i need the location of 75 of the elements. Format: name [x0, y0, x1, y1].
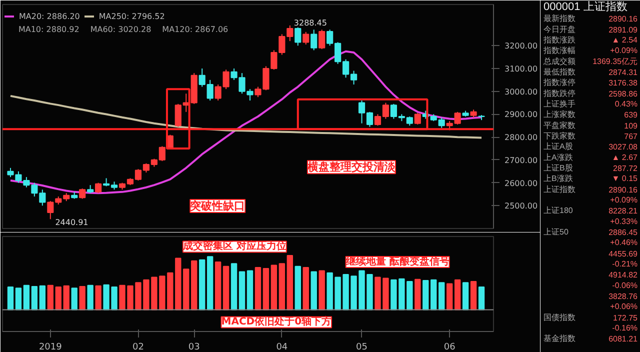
- text: 2886.45: [608, 228, 638, 237]
- text: 1369.35亿元: [592, 56, 638, 66]
- x-tick-label: 2019: [38, 342, 62, 352]
- x-tick-label: 04: [276, 342, 288, 352]
- text: ▼ 0.15: [612, 174, 638, 184]
- category-label: 上证换手: [544, 99, 576, 108]
- text: +0.09%: [610, 195, 638, 204]
- category-label: 最新指数: [544, 14, 576, 24]
- category-label: 上证B股: [544, 163, 573, 172]
- text: +0.09%: [610, 46, 638, 56]
- category-label: 指数跌停: [542, 88, 576, 98]
- category-label: 指数涨幅: [542, 46, 576, 56]
- text: 172.75: [613, 313, 638, 322]
- text: 6081.21: [608, 334, 638, 344]
- category-label: 最低指数: [544, 67, 576, 76]
- text: -0.21%: [612, 259, 638, 268]
- category-label: 上涨家数: [544, 110, 576, 120]
- category-label: 上A涨跌: [544, 152, 573, 162]
- text: 2890.16: [608, 185, 638, 194]
- legend-label: MA250: 2796.52: [98, 12, 165, 20]
- text: 767: [624, 132, 638, 141]
- y-tick-label: 3000.00: [504, 87, 538, 96]
- text: -0.06%: [612, 280, 638, 290]
- text: 109: [624, 121, 638, 130]
- annotation: 突破性缺口: [189, 200, 246, 212]
- y-tick-label: 2800.00: [504, 133, 538, 142]
- category-label: 上证指数: [544, 184, 576, 194]
- x-tick-label: 02: [132, 342, 144, 352]
- y-tick-label: 3200.00: [504, 42, 538, 51]
- x-tick-label: 03: [188, 342, 200, 352]
- annotation: 2440.91: [55, 218, 88, 227]
- text: 3828.76: [608, 292, 638, 301]
- x-tick-label: 05: [356, 342, 368, 352]
- text: 2890.16: [608, 14, 638, 24]
- legend-label: MA20: 2886.20: [19, 12, 80, 20]
- text: 3176.38: [608, 78, 638, 88]
- text: 0.43%: [614, 99, 638, 108]
- text: ▲ 2.67: [612, 152, 638, 162]
- text: 639: [624, 110, 638, 120]
- category-label: 指数涨跌: [542, 35, 576, 44]
- text: +0.46%: [610, 238, 638, 248]
- category-label: 基金指数: [544, 334, 576, 344]
- text: 4914.82: [608, 270, 638, 280]
- text: 000001 上证指数: [544, 0, 628, 13]
- category-label: 下跌家数: [544, 131, 576, 140]
- annotation: MA60: 3020.28: [90, 25, 152, 34]
- annotation: MA120: 2867.06: [162, 25, 228, 34]
- category-label: 平盘家数: [544, 120, 576, 130]
- text: 8228.21: [608, 206, 638, 216]
- text: 2891.09: [608, 25, 638, 34]
- text: +0.06%: [610, 302, 638, 312]
- category-label: 上证A股: [544, 142, 573, 152]
- category-label: 今日开盘: [544, 24, 576, 34]
- annotation: MA10: 2880.92: [18, 25, 80, 34]
- text: ▲ 2.54: [612, 35, 638, 44]
- text: +0.33%: [610, 216, 638, 226]
- category-label: 国债指数: [544, 312, 576, 322]
- category-label: 上B涨跌: [544, 174, 573, 184]
- y-tick-label: 2700.00: [504, 156, 538, 165]
- y-tick-label: 2900.00: [504, 110, 538, 120]
- annotation: 3288.45: [294, 18, 327, 28]
- text: 2598.86: [608, 89, 638, 98]
- x-tick-label: 06: [444, 342, 456, 352]
- text: -0.16%: [612, 323, 638, 332]
- y-tick-label: 2500.00: [504, 202, 538, 211]
- y-tick-label: 3100.00: [504, 64, 538, 74]
- text: 2874.31: [608, 68, 638, 77]
- category-label: 总成交额: [542, 56, 576, 66]
- category-label: 上证180: [544, 206, 574, 216]
- text: 287.72: [613, 164, 638, 173]
- text: 3027.08: [608, 142, 638, 152]
- text: 4455.69: [608, 249, 638, 258]
- category-label: 上证50: [544, 227, 569, 236]
- y-tick-label: 2600.00: [504, 178, 538, 188]
- category-label: 指数涨停: [542, 78, 576, 88]
